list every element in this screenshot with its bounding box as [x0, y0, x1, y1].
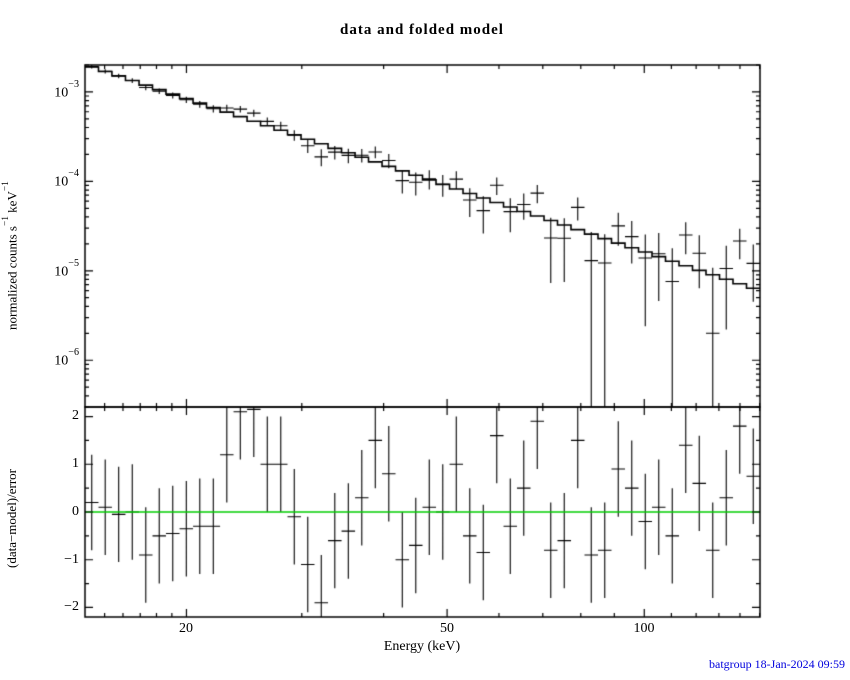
y-tick-label-1e-4: 10−4 [54, 168, 79, 190]
top-y-axis-title: normalized counts s−1 keV−1 [0, 181, 20, 330]
y-tick-label-1e-6: 10−6 [54, 347, 79, 369]
plot-title: data and folded model [340, 22, 504, 38]
y-tick-label-1e-3: 10−3 [54, 79, 79, 101]
resid-tick-label-2: 2 [72, 408, 79, 423]
y-tick-label-1e-5: 10−5 [54, 258, 79, 280]
x-axis-title: Energy (keV) [383, 639, 461, 654]
resid-tick-label-1: 1 [72, 456, 79, 471]
resid-tick-label-m1: −1 [64, 552, 79, 567]
x-tick-label-20: 20 [179, 621, 193, 636]
x-tick-label-100: 100 [633, 621, 655, 636]
resid-tick-label-0: 0 [72, 504, 79, 519]
footer-timestamp: batgroup 18-Jan-2024 09:59 [709, 657, 845, 671]
bottom-y-axis-title: (data−model)/error [4, 468, 19, 568]
x-tick-label-50: 50 [440, 621, 454, 636]
resid-tick-label-m2: −2 [64, 599, 79, 614]
